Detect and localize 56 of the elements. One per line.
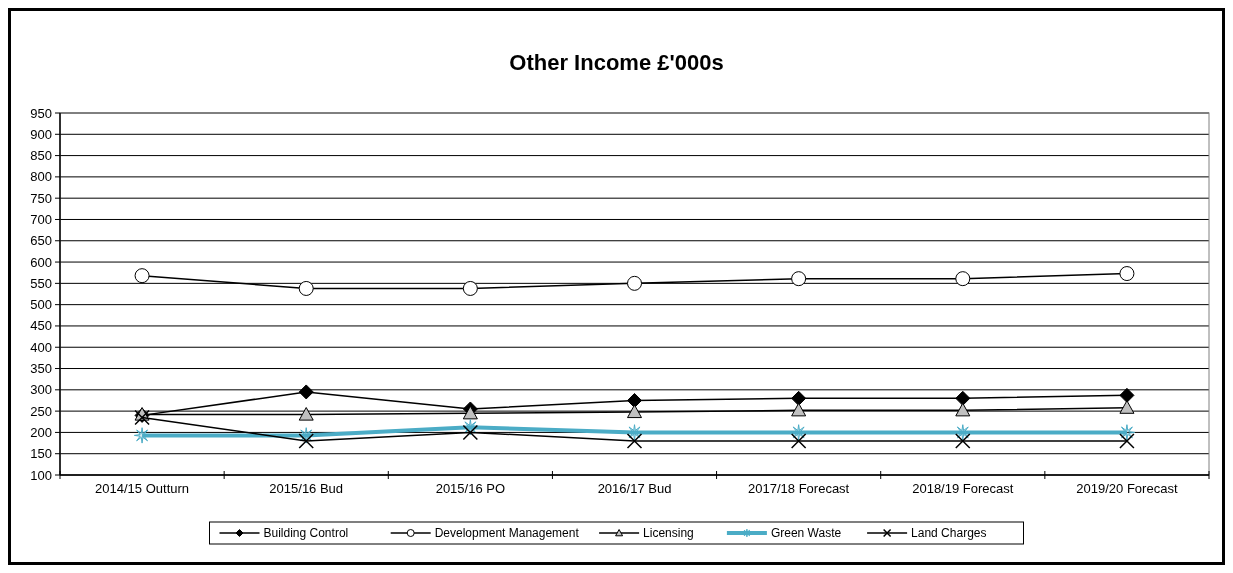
y-tick-label: 800 bbox=[30, 169, 52, 185]
y-tick-label: 350 bbox=[30, 361, 52, 377]
y-tick-label: 600 bbox=[30, 254, 52, 270]
y-tick-label: 250 bbox=[30, 403, 52, 419]
point bbox=[955, 390, 971, 406]
point bbox=[955, 402, 971, 417]
point bbox=[790, 433, 807, 449]
point bbox=[791, 271, 807, 287]
point bbox=[627, 404, 642, 419]
y-tick-label: 850 bbox=[30, 148, 52, 164]
x-tick-label: 2018/19 Forecast bbox=[912, 481, 1014, 496]
y-tick-label: 500 bbox=[30, 297, 52, 313]
y-tick-label: 750 bbox=[30, 190, 52, 206]
y-tick-label: 650 bbox=[30, 233, 52, 249]
point bbox=[626, 424, 643, 441]
legend-label: Development Management bbox=[434, 526, 580, 541]
y-tick-label: 150 bbox=[30, 446, 52, 462]
y-tick-label: 900 bbox=[30, 126, 52, 142]
x-tick-label: 2019/20 Forecast bbox=[1076, 481, 1178, 496]
y-tick-label: 550 bbox=[30, 275, 52, 291]
legend-label: Licensing bbox=[643, 526, 694, 541]
legend-label: Green Waste bbox=[770, 526, 842, 541]
y-tick-label: 300 bbox=[30, 382, 52, 398]
y-tick-label: 700 bbox=[30, 212, 52, 228]
point bbox=[1119, 266, 1135, 282]
x-tick-label: 2014/15 Outturn bbox=[95, 481, 190, 496]
point bbox=[134, 268, 150, 284]
chart-title: Other Income £'000s bbox=[509, 50, 724, 75]
x-tick-label: 2015/16 Bud bbox=[269, 481, 344, 496]
point bbox=[1119, 433, 1135, 449]
legend-label: Land Charges bbox=[911, 526, 987, 541]
y-tick-label: 950 bbox=[30, 105, 52, 121]
y-tick-label: 200 bbox=[30, 424, 52, 440]
point bbox=[791, 402, 807, 417]
y-tick-label: 400 bbox=[30, 339, 52, 355]
x-tick-label: 2016/17 Bud bbox=[597, 481, 672, 496]
point bbox=[462, 405, 478, 420]
point bbox=[955, 271, 971, 287]
point bbox=[1119, 387, 1135, 403]
legend-label: Building Control bbox=[263, 526, 349, 541]
y-tick-label: 450 bbox=[30, 318, 52, 334]
x-tick-label: 2015/16 PO bbox=[435, 481, 506, 496]
y-tick-label: 100 bbox=[30, 467, 52, 483]
point bbox=[790, 424, 807, 441]
point bbox=[627, 275, 642, 291]
point bbox=[298, 407, 314, 421]
point bbox=[298, 384, 314, 400]
point bbox=[298, 280, 314, 296]
point bbox=[791, 390, 807, 406]
point bbox=[1119, 400, 1135, 414]
point bbox=[298, 433, 314, 449]
point bbox=[626, 433, 643, 449]
point bbox=[955, 433, 971, 449]
point bbox=[462, 280, 478, 296]
x-tick-label: 2017/18 Forecast bbox=[748, 481, 850, 496]
point bbox=[462, 424, 479, 441]
